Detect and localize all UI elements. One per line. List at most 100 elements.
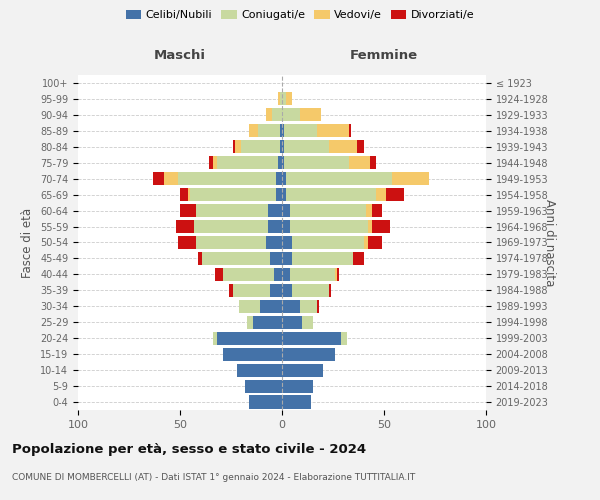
Bar: [233, 140, 235, 153]
Bar: [282, 124, 284, 138]
Bar: [301, 300, 317, 313]
Y-axis label: Anni di nascita: Anni di nascita: [542, 199, 556, 286]
Bar: [317, 300, 319, 313]
Bar: [217, 156, 278, 170]
Bar: [233, 284, 270, 297]
Bar: [290, 268, 335, 281]
Bar: [272, 108, 282, 122]
Bar: [239, 300, 260, 313]
Bar: [176, 220, 194, 233]
Bar: [282, 396, 311, 408]
Bar: [180, 188, 188, 201]
Bar: [282, 172, 286, 185]
Bar: [250, 396, 282, 408]
Bar: [282, 156, 284, 170]
Bar: [274, 268, 282, 281]
Bar: [337, 268, 339, 281]
Bar: [335, 268, 337, 281]
Bar: [280, 92, 282, 106]
Bar: [282, 364, 323, 376]
Bar: [282, 300, 301, 313]
Bar: [290, 220, 368, 233]
Bar: [212, 156, 217, 170]
Bar: [282, 236, 292, 249]
Bar: [241, 140, 280, 153]
Bar: [282, 316, 302, 329]
Bar: [278, 156, 282, 170]
Bar: [250, 124, 257, 138]
Bar: [353, 252, 364, 265]
Bar: [282, 252, 292, 265]
Bar: [266, 108, 272, 122]
Bar: [257, 124, 280, 138]
Bar: [329, 284, 331, 297]
Bar: [223, 348, 282, 360]
Bar: [217, 332, 282, 345]
Bar: [178, 172, 276, 185]
Bar: [292, 236, 364, 249]
Bar: [376, 188, 386, 201]
Legend: Celibi/Nubili, Coniugati/e, Vedovi/e, Divorziati/e: Celibi/Nubili, Coniugati/e, Vedovi/e, Di…: [121, 6, 479, 25]
Bar: [180, 204, 196, 217]
Bar: [270, 252, 282, 265]
Bar: [154, 172, 164, 185]
Bar: [278, 92, 280, 106]
Text: Femmine: Femmine: [350, 49, 418, 62]
Bar: [392, 172, 429, 185]
Bar: [199, 252, 202, 265]
Bar: [286, 172, 392, 185]
Bar: [284, 140, 329, 153]
Bar: [282, 204, 290, 217]
Bar: [317, 124, 349, 138]
Bar: [223, 268, 274, 281]
Bar: [178, 236, 196, 249]
Bar: [282, 268, 290, 281]
Bar: [292, 284, 329, 297]
Bar: [349, 156, 370, 170]
Bar: [365, 204, 372, 217]
Bar: [188, 188, 190, 201]
Bar: [386, 188, 404, 201]
Bar: [196, 204, 268, 217]
Bar: [247, 316, 253, 329]
Bar: [368, 220, 372, 233]
Bar: [245, 380, 282, 392]
Bar: [282, 188, 286, 201]
Bar: [270, 284, 282, 297]
Bar: [253, 316, 282, 329]
Bar: [364, 236, 368, 249]
Bar: [280, 124, 282, 138]
Bar: [282, 220, 290, 233]
Bar: [282, 108, 301, 122]
Y-axis label: Fasce di età: Fasce di età: [22, 208, 34, 278]
Bar: [164, 172, 178, 185]
Bar: [260, 300, 282, 313]
Bar: [280, 140, 282, 153]
Bar: [276, 188, 282, 201]
Bar: [358, 140, 364, 153]
Bar: [235, 140, 241, 153]
Bar: [282, 332, 341, 345]
Bar: [329, 140, 358, 153]
Bar: [372, 220, 390, 233]
Bar: [202, 252, 270, 265]
Bar: [190, 188, 276, 201]
Bar: [229, 284, 233, 297]
Bar: [290, 204, 365, 217]
Bar: [276, 172, 282, 185]
Bar: [215, 268, 223, 281]
Bar: [286, 188, 376, 201]
Bar: [266, 236, 282, 249]
Bar: [194, 220, 268, 233]
Bar: [341, 332, 347, 345]
Bar: [282, 284, 292, 297]
Text: Popolazione per età, sesso e stato civile - 2024: Popolazione per età, sesso e stato civil…: [12, 442, 366, 456]
Bar: [301, 108, 321, 122]
Bar: [209, 156, 212, 170]
Bar: [284, 124, 317, 138]
Bar: [302, 316, 313, 329]
Bar: [286, 92, 292, 106]
Bar: [349, 124, 352, 138]
Bar: [372, 204, 382, 217]
Bar: [237, 364, 282, 376]
